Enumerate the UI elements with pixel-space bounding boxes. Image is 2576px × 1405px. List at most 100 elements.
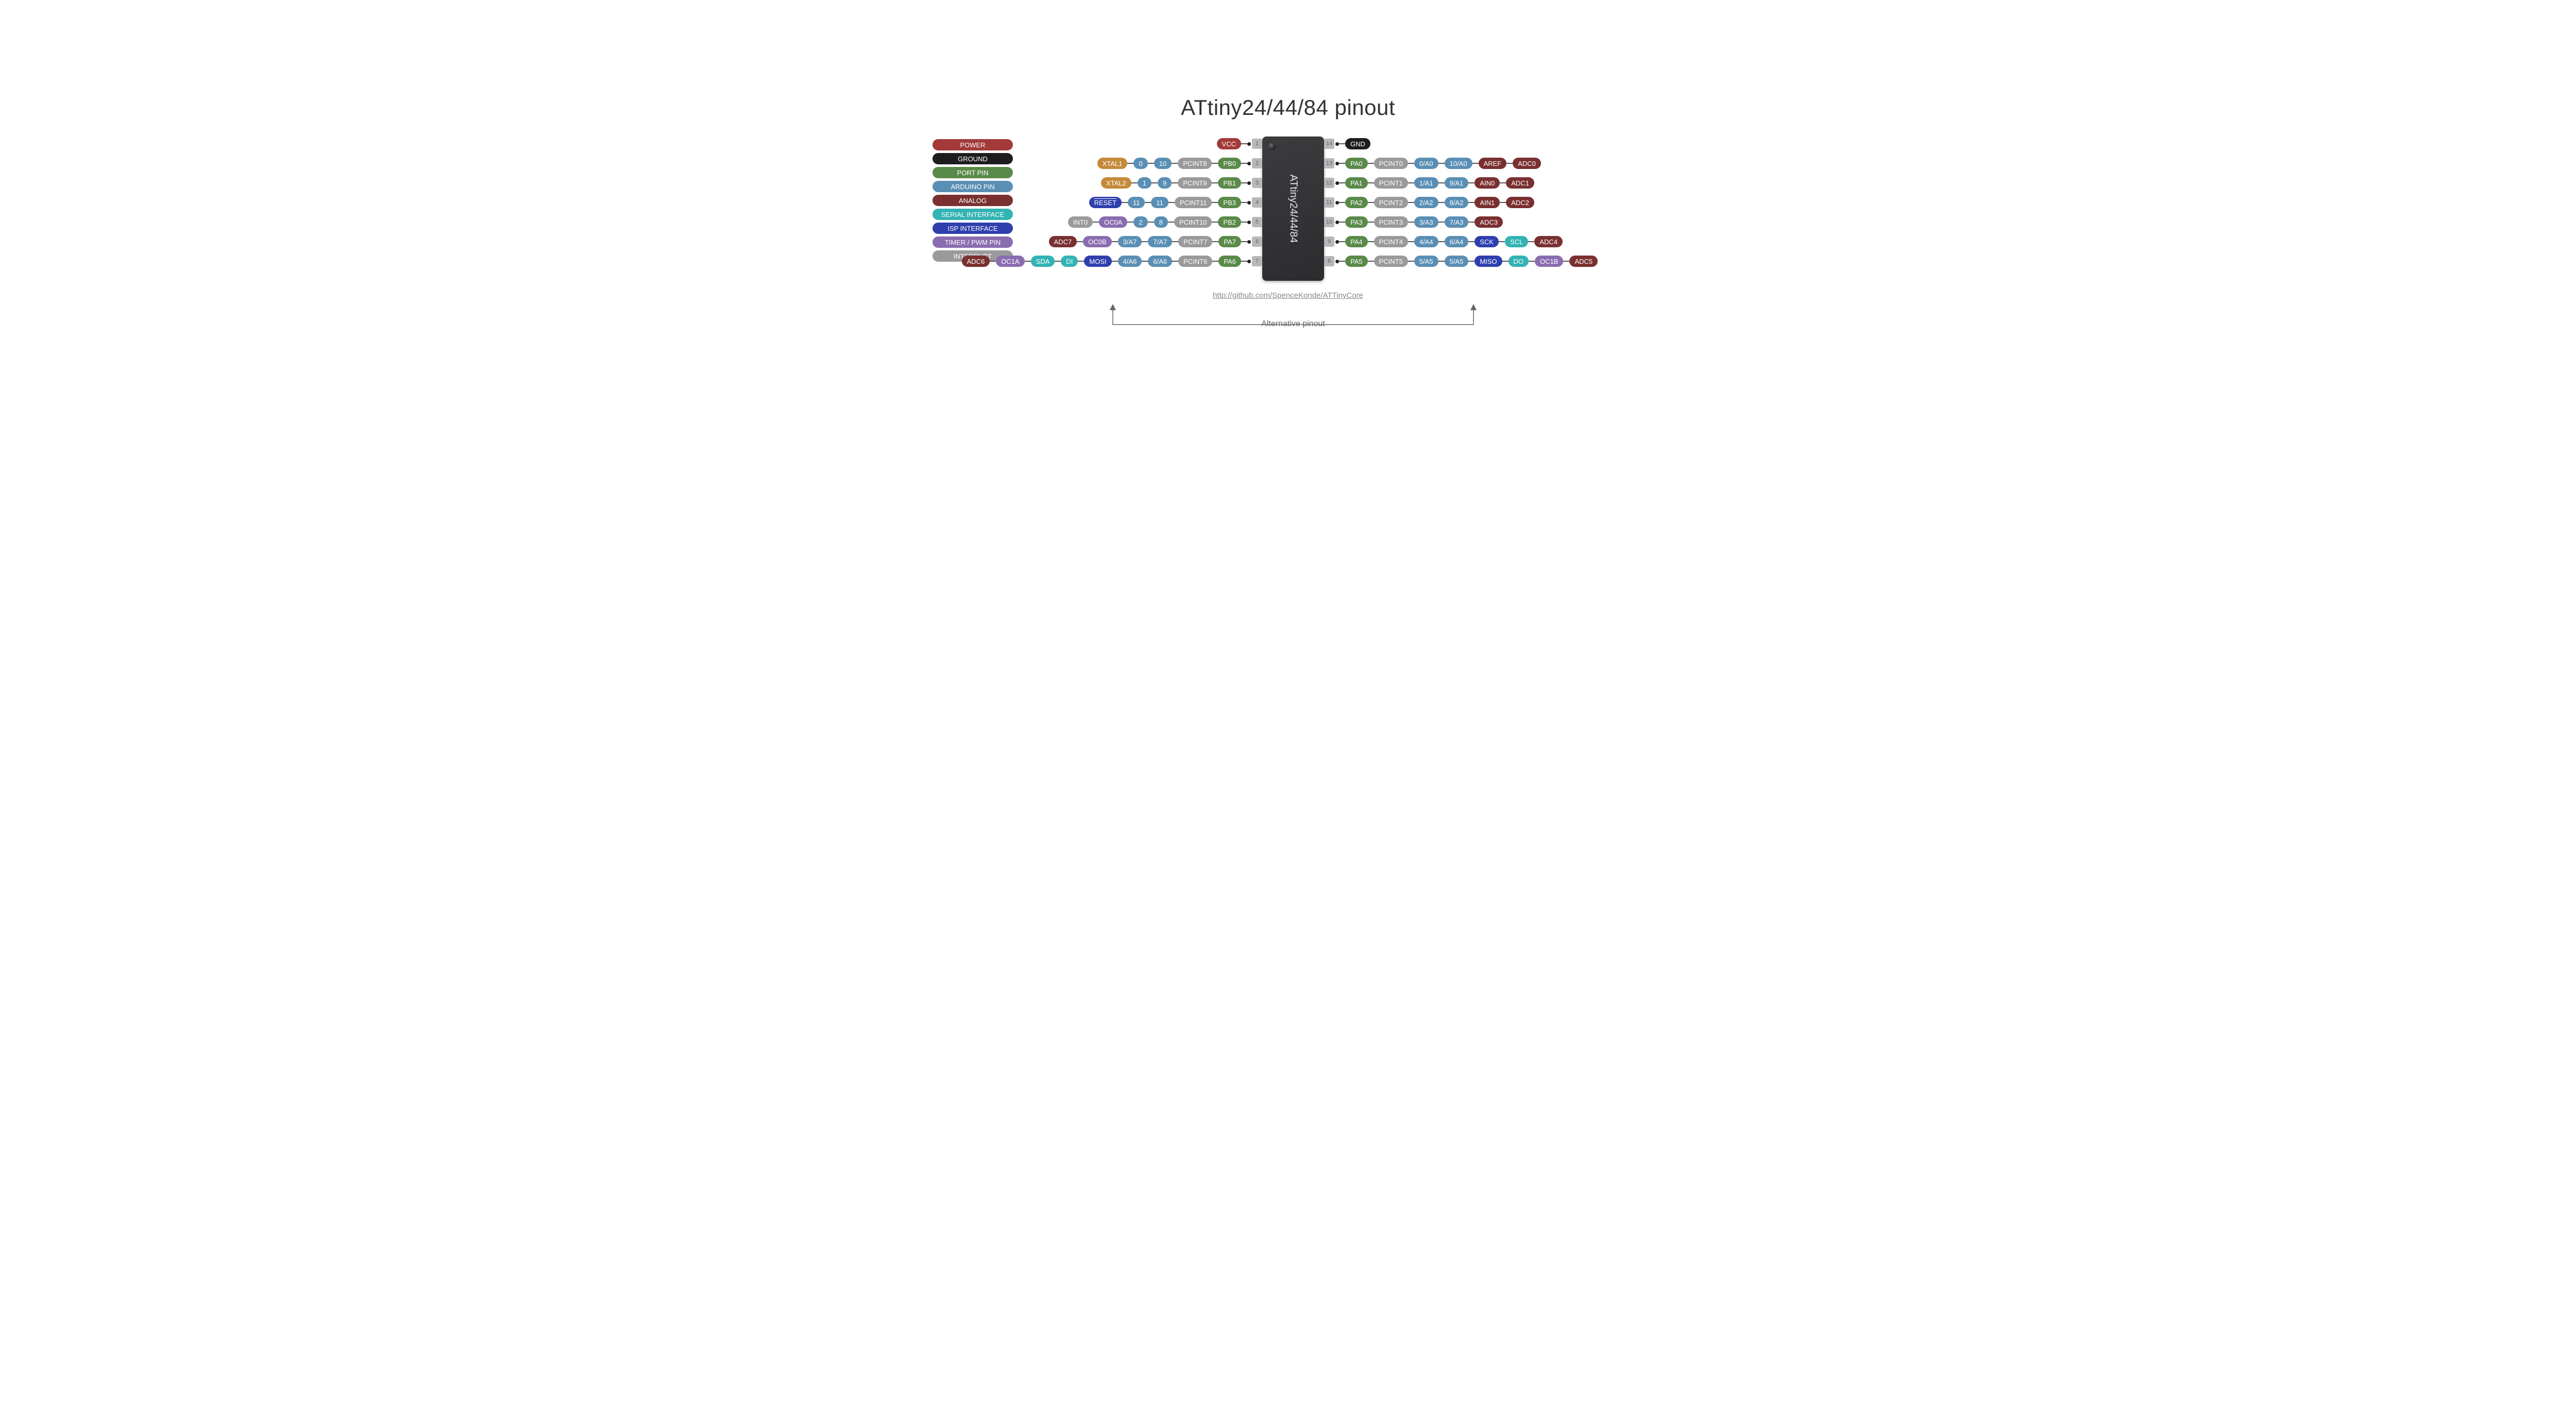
legend-port: PORT PIN bbox=[933, 167, 1013, 178]
pin-label: OC0A bbox=[1099, 216, 1127, 228]
pin-row-right-3: PA1 PCINT1 1/A1 9/A1 AIN0 ADC1 bbox=[1335, 177, 1534, 189]
pin-3: 3 bbox=[1252, 178, 1262, 188]
pin-label: OC1B bbox=[1535, 256, 1563, 267]
pin-label: 4/A6 bbox=[1118, 256, 1142, 267]
pin-label: GND bbox=[1345, 138, 1370, 149]
pin-label: ADC0 bbox=[1513, 158, 1541, 169]
pin-label: 9/A1 bbox=[1445, 177, 1469, 189]
source-url[interactable]: http://github.com/SpenceKonde/ATTinyCore bbox=[902, 291, 1674, 300]
pin-label: ADC6 bbox=[962, 256, 990, 267]
pin-label: ADC4 bbox=[1534, 236, 1563, 247]
pin-label: PCINT4 bbox=[1374, 236, 1408, 247]
pin-label: SDA bbox=[1031, 256, 1055, 267]
pin-label: 10 bbox=[1154, 158, 1172, 169]
pin-label: ADC3 bbox=[1475, 216, 1503, 228]
pin-row-right-7: PA5PCINT55/A55/A5MISODOOC1BADC5 bbox=[1335, 255, 1598, 267]
pin-label: PA5 bbox=[1345, 256, 1368, 267]
pin-label: PCINT7 bbox=[1178, 236, 1212, 247]
pin-label: 1 bbox=[1138, 177, 1151, 189]
pin-label: PCINT1 bbox=[1374, 177, 1408, 189]
pin-label: ADC7 bbox=[1049, 236, 1077, 247]
pin-row-left-1: VCC bbox=[1217, 138, 1251, 150]
pin-label: PB1 bbox=[1218, 177, 1241, 189]
pin-4: 4 bbox=[1252, 197, 1262, 208]
pin-label: DO bbox=[1509, 256, 1529, 267]
pin-label: PCINT5 bbox=[1374, 256, 1408, 267]
chip-notch-dot bbox=[1268, 143, 1276, 150]
pin-label: PA0 bbox=[1345, 158, 1368, 169]
pin-row-right-1: GND bbox=[1335, 138, 1370, 150]
chip-body: ATtiny24/44/84 bbox=[1262, 137, 1324, 281]
pin-label: PA7 bbox=[1218, 236, 1241, 247]
pin-8: 8 bbox=[1324, 256, 1334, 266]
pin-2: 2 bbox=[1252, 158, 1262, 168]
alt-pinout-bracket: Alternative pinout bbox=[1108, 304, 1479, 335]
pin-label: 6/A4 bbox=[1445, 236, 1469, 247]
pin-label: 5/A5 bbox=[1445, 256, 1469, 267]
pin-label: PA2 bbox=[1345, 197, 1368, 208]
pin-label: PCINT3 bbox=[1374, 216, 1408, 228]
pin-label: PA6 bbox=[1218, 256, 1241, 267]
pin-label: 8/A2 bbox=[1445, 197, 1469, 208]
pin-5: 5 bbox=[1252, 217, 1262, 227]
pin-label: PCINT8 bbox=[1178, 158, 1212, 169]
pin-label: OC1A bbox=[996, 256, 1024, 267]
pin-label: 0/A0 bbox=[1414, 158, 1438, 169]
legend-arduino: ARDUINO PIN bbox=[933, 181, 1013, 192]
pin-row-right-5: PA3 PCINT3 3/A3 7/A3 ADC3 bbox=[1335, 216, 1503, 228]
pin-6: 6 bbox=[1252, 236, 1262, 247]
pin-10: 10 bbox=[1324, 217, 1334, 227]
pin-label: PA1 bbox=[1345, 177, 1368, 189]
pin-row-left-2: XTAL1 0 10 PCINT8 PB0 bbox=[1097, 157, 1251, 170]
pin-12: 12 bbox=[1324, 178, 1334, 188]
legend-timer: TIMER / PWM PIN bbox=[933, 236, 1013, 248]
pin-label: AIN1 bbox=[1475, 197, 1500, 208]
pin-label: RESET bbox=[1089, 197, 1122, 208]
pin-label: AIN0 bbox=[1475, 177, 1500, 189]
pin-label: INT0 bbox=[1068, 216, 1093, 228]
pin-label: PB0 bbox=[1218, 158, 1241, 169]
pin-7: 7 bbox=[1252, 256, 1262, 266]
pin-13: 13 bbox=[1324, 158, 1334, 168]
pin-label: DI bbox=[1061, 256, 1078, 267]
chip-label: ATtiny24/44/84 bbox=[1287, 174, 1299, 243]
pin-row-left-3: XTAL219PCINT9PB1 bbox=[1101, 177, 1251, 189]
pin-label: XTAL1 bbox=[1097, 158, 1128, 169]
pin-label: 11 bbox=[1128, 197, 1145, 208]
pin-label: ADC1 bbox=[1506, 177, 1534, 189]
pin-label: SCL bbox=[1505, 236, 1528, 247]
pin-label: 3/A3 bbox=[1414, 216, 1438, 228]
pin-label: 7/A3 bbox=[1445, 216, 1469, 228]
pin-label: PCINT11 bbox=[1175, 197, 1212, 208]
pin-row-right-2: PA0PCINT00/A010/A0AREFADC0 bbox=[1335, 157, 1541, 170]
pin-label: ADC5 bbox=[1569, 256, 1598, 267]
pin-label: 7/A7 bbox=[1148, 236, 1172, 247]
legend-serial: SERIAL INTERFACE bbox=[933, 209, 1013, 220]
pin-label: XTAL2 bbox=[1101, 177, 1131, 189]
pin-label: 3/A7 bbox=[1118, 236, 1142, 247]
pin-9: 9 bbox=[1324, 236, 1334, 247]
pin-label: PB3 bbox=[1218, 197, 1241, 208]
legend-power: POWER bbox=[933, 139, 1013, 150]
legend: POWER GROUND PORT PIN ARDUINO PIN ANALOG SERI… bbox=[933, 139, 1013, 262]
pin-label: 1/A1 bbox=[1414, 177, 1438, 189]
pin-label: PCINT0 bbox=[1374, 158, 1408, 169]
pin-label: PA3 bbox=[1345, 216, 1368, 228]
pin-label: VCC bbox=[1217, 138, 1241, 149]
legend-isp: ISP INTERFACE bbox=[933, 223, 1013, 234]
pin-label: MOSI bbox=[1084, 256, 1111, 267]
pin-label: 8 bbox=[1154, 216, 1168, 228]
legend-ground: GROUND bbox=[933, 153, 1013, 164]
pin-label: 2/A2 bbox=[1414, 197, 1438, 208]
pin-label: MISO bbox=[1475, 256, 1502, 267]
pin-label: ADC2 bbox=[1506, 197, 1534, 208]
pin-row-left-6: ADC7 OC0B 3/A7 7/A7 PCINT7 PA7 bbox=[1049, 235, 1251, 248]
pin-label: OC0B bbox=[1083, 236, 1111, 247]
pin-label: 2 bbox=[1133, 216, 1147, 228]
pin-label: SCK bbox=[1475, 236, 1499, 247]
pin-row-left-5: INT0OC0A28PCINT10PB2 bbox=[1068, 216, 1251, 228]
legend-analog: ANALOG bbox=[933, 195, 1013, 206]
pin-row-right-4: PA2PCINT22/A28/A2AIN1ADC2 bbox=[1335, 196, 1534, 209]
pin-label: 0 bbox=[1133, 158, 1147, 169]
pin-label: 4/A4 bbox=[1414, 236, 1438, 247]
